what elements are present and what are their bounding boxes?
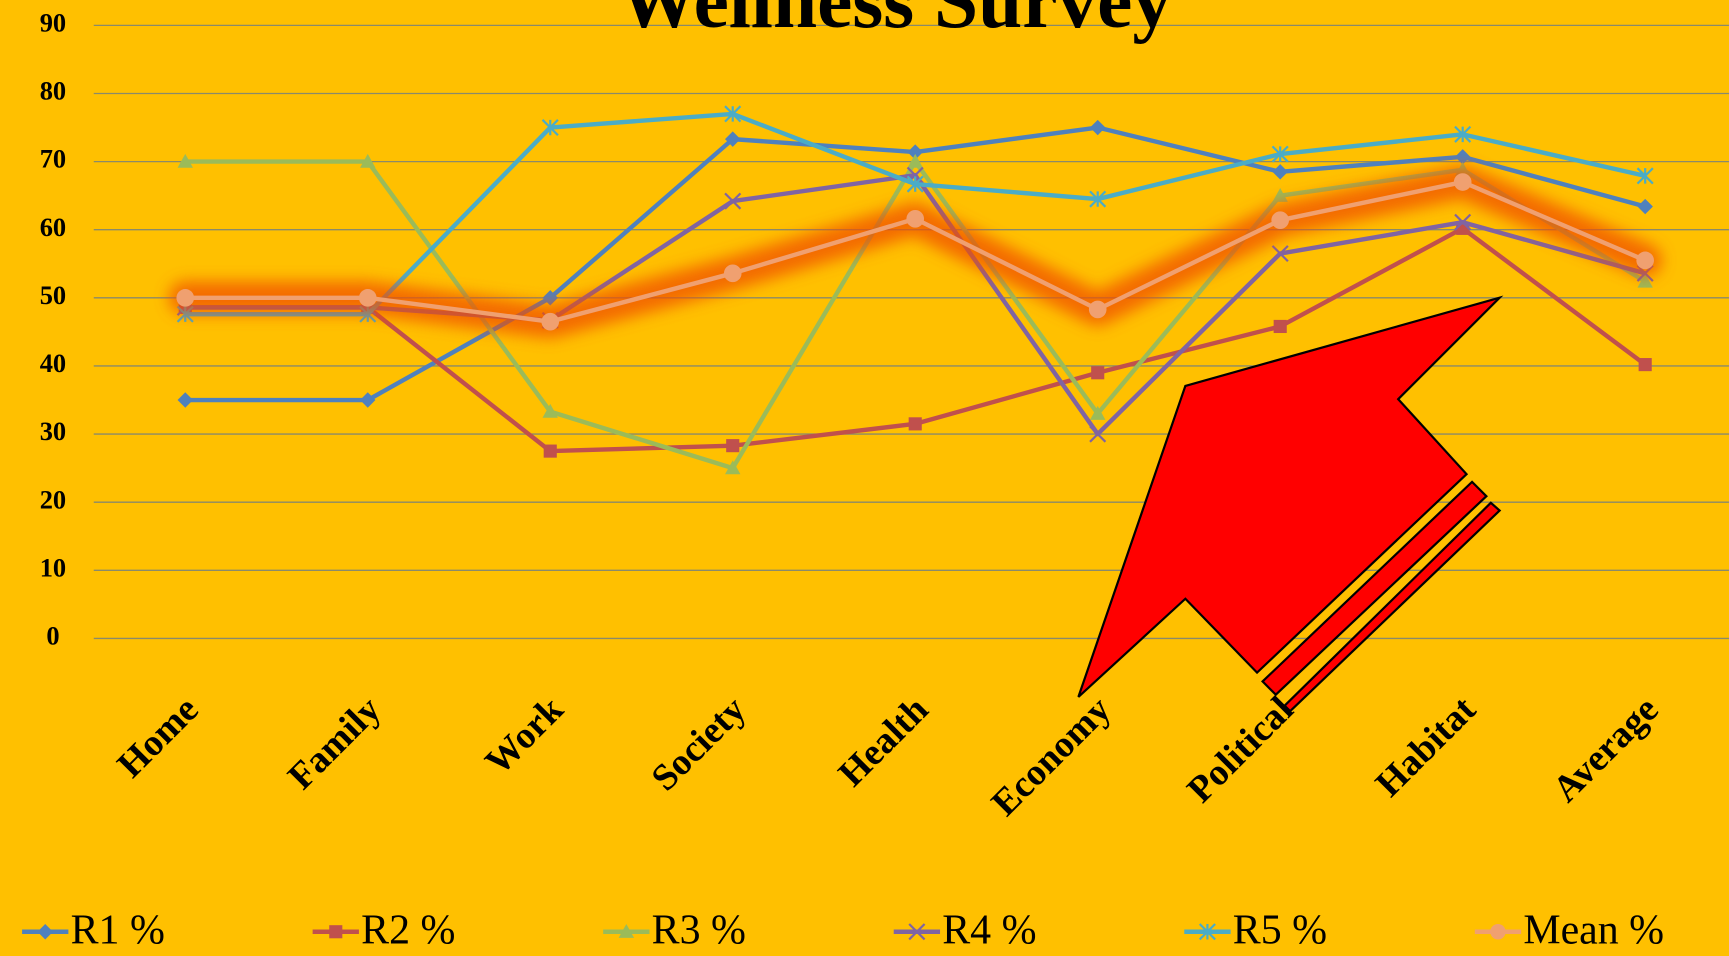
y-tick-label: 30: [40, 416, 66, 446]
x-tick-label: Home: [110, 689, 207, 786]
marker: [1636, 252, 1654, 270]
marker: [544, 445, 557, 458]
grid: 0 10 20 30 40 50 60 70 80 90 Home Family Work Society…: [40, 7, 1729, 824]
legend: R1 % R2 % R3 % R4 % R5 % Mean %: [22, 908, 1664, 954]
x-tick-label: Health: [831, 689, 937, 795]
marker: [541, 313, 559, 331]
marker: [726, 439, 739, 452]
marker: [1272, 164, 1287, 179]
marker: [1274, 320, 1287, 333]
legend-label: R1 %: [71, 908, 165, 954]
legend-marker: [329, 925, 342, 938]
y-tick-label: 40: [40, 348, 66, 378]
x-tick-label: Economy: [984, 689, 1119, 824]
legend-marker: [1490, 924, 1505, 939]
x-tick-label: Habitat: [1368, 689, 1484, 805]
marker: [1091, 366, 1104, 379]
chart: 0 10 20 30 40 50 60 70 80 90 Home Family Work Society…: [0, 0, 1729, 956]
marker: [1454, 173, 1472, 191]
x-tick-label: Society: [644, 689, 754, 799]
y-tick-label: 80: [40, 76, 66, 106]
x-tick-label: Family: [281, 689, 390, 798]
y-tick-label: 0: [46, 621, 59, 651]
marker: [176, 289, 194, 307]
legend-label: R3 %: [652, 908, 746, 954]
marker: [178, 392, 193, 407]
y-tick-label: 10: [40, 552, 66, 582]
y-tick-label: 50: [40, 280, 66, 310]
y-tick-label: 20: [40, 484, 66, 514]
page: {"chart_data": {"type": "line", "title":…: [0, 0, 1729, 956]
x-tick-label: Work: [478, 689, 572, 783]
legend-label: Mean %: [1523, 908, 1664, 954]
legend-label: R5 %: [1233, 908, 1327, 954]
marker: [1271, 211, 1289, 229]
marker: [1637, 199, 1652, 214]
legend-marker: [38, 924, 53, 939]
marker: [906, 210, 924, 228]
marker: [1639, 358, 1652, 371]
y-tick-label: 60: [40, 212, 66, 242]
marker: [1090, 120, 1105, 135]
legend-label: R2 %: [361, 908, 455, 954]
marker: [908, 154, 923, 168]
marker: [359, 289, 377, 307]
marker: [724, 264, 742, 282]
marker: [1089, 301, 1107, 319]
chart-title: Wellness Survey: [619, 0, 1172, 45]
y-tick-label: 90: [40, 7, 66, 37]
x-tick-label: Political: [1180, 689, 1302, 811]
legend-label: R4 %: [942, 908, 1036, 954]
y-tick-label: 70: [40, 144, 66, 174]
marker: [909, 417, 922, 430]
x-tick-label: Average: [1545, 689, 1666, 810]
